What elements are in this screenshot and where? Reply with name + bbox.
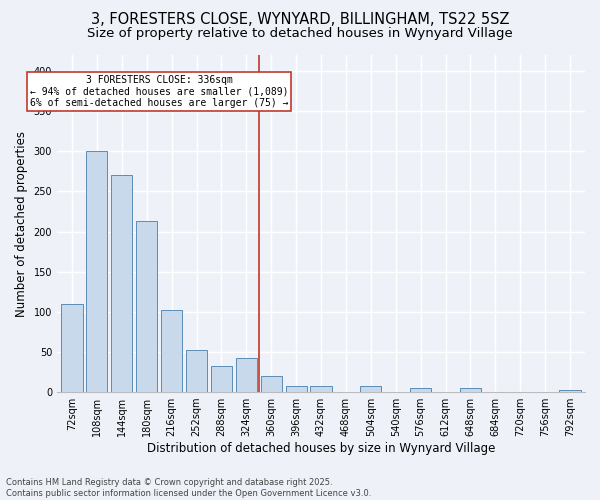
Bar xyxy=(410,388,431,392)
Bar xyxy=(161,310,182,392)
Bar xyxy=(86,152,107,392)
Text: Contains HM Land Registry data © Crown copyright and database right 2025.
Contai: Contains HM Land Registry data © Crown c… xyxy=(6,478,371,498)
Bar xyxy=(260,376,282,392)
Bar xyxy=(460,388,481,392)
Bar xyxy=(559,390,581,392)
Bar xyxy=(61,304,83,392)
Bar xyxy=(360,386,382,392)
Y-axis label: Number of detached properties: Number of detached properties xyxy=(15,130,28,316)
Text: Size of property relative to detached houses in Wynyard Village: Size of property relative to detached ho… xyxy=(87,28,513,40)
Bar xyxy=(136,221,157,392)
Bar xyxy=(211,366,232,392)
Text: 3, FORESTERS CLOSE, WYNYARD, BILLINGHAM, TS22 5SZ: 3, FORESTERS CLOSE, WYNYARD, BILLINGHAM,… xyxy=(91,12,509,28)
Text: 3 FORESTERS CLOSE: 336sqm
← 94% of detached houses are smaller (1,089)
6% of sem: 3 FORESTERS CLOSE: 336sqm ← 94% of detac… xyxy=(30,75,289,108)
Bar xyxy=(236,358,257,392)
Bar xyxy=(310,386,332,392)
Bar xyxy=(111,176,133,392)
X-axis label: Distribution of detached houses by size in Wynyard Village: Distribution of detached houses by size … xyxy=(147,442,495,455)
Bar xyxy=(286,386,307,392)
Bar xyxy=(186,350,207,392)
